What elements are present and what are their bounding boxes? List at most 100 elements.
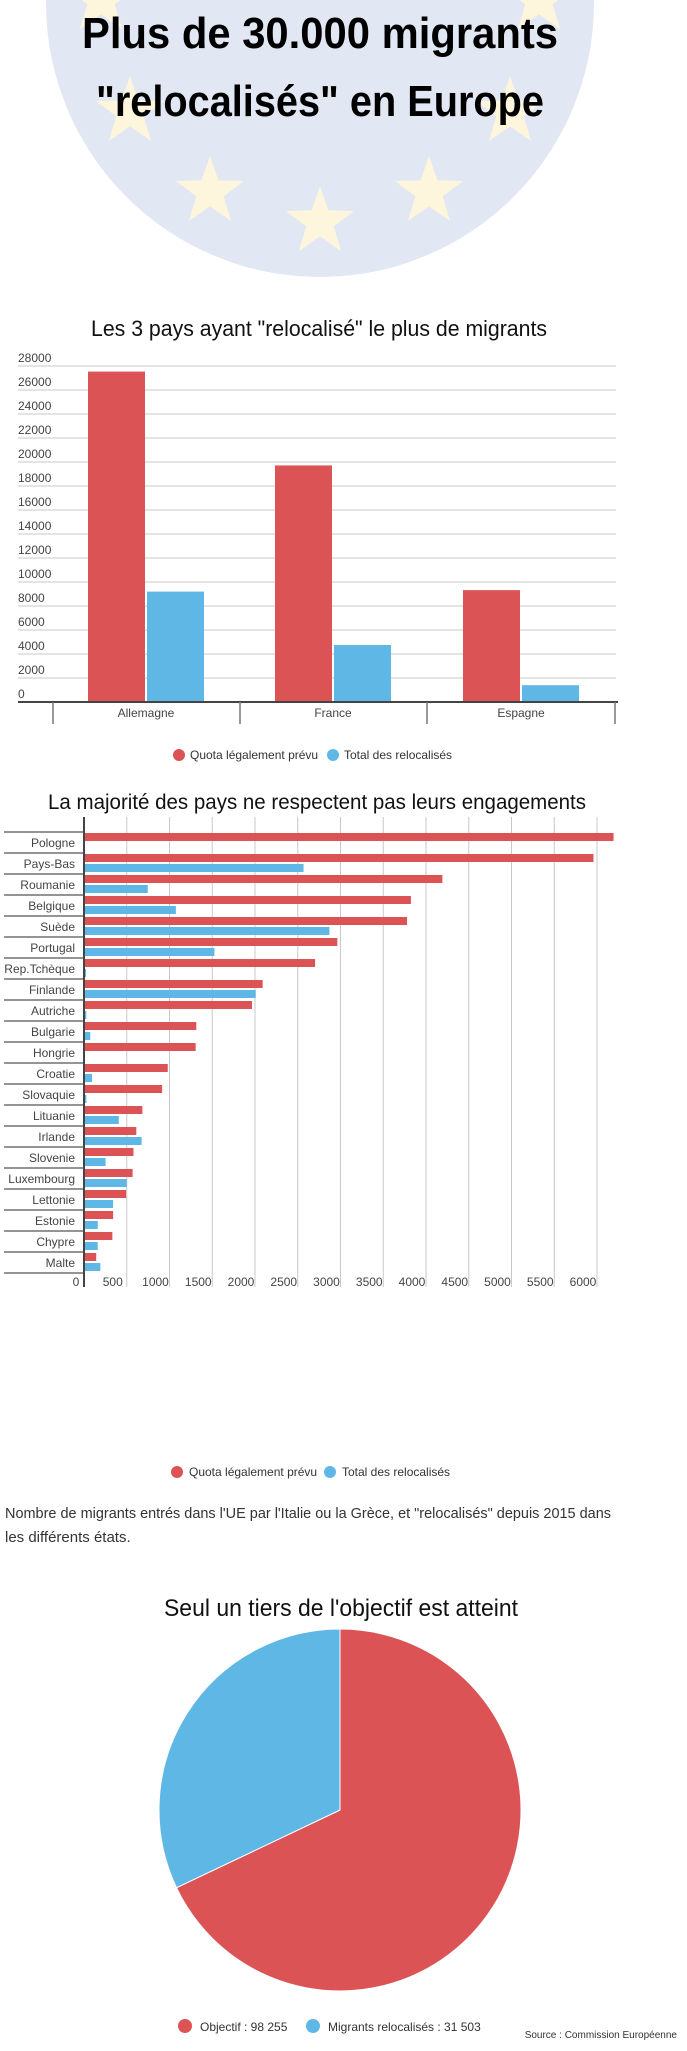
y-tick-label: Slovenie xyxy=(29,1151,75,1165)
y-tick-label: 28000 xyxy=(18,351,52,365)
y-tick-label: Roumanie xyxy=(20,878,75,892)
bar-quota xyxy=(463,590,520,702)
x-tick-label: 1500 xyxy=(185,1275,212,1289)
x-tick-label: 2000 xyxy=(228,1275,255,1289)
chart-title: Les 3 pays ayant "relocalisé" le plus de… xyxy=(91,316,547,341)
pie-slice-relocated xyxy=(158,1628,341,1889)
y-tick-label: Croatie xyxy=(36,1067,75,1081)
header: Plus de 30.000 migrants "relocalisés" en… xyxy=(46,0,594,277)
x-tick-label: Espagne xyxy=(497,706,545,720)
bar-relocated xyxy=(85,1221,98,1229)
y-tick-label: 12000 xyxy=(18,543,52,557)
y-tick-label: Pologne xyxy=(31,836,75,850)
bar-relocated xyxy=(85,927,330,935)
bar-quota xyxy=(85,1232,113,1240)
x-tick-label: 4500 xyxy=(441,1275,468,1289)
y-tick-label: 22000 xyxy=(18,423,52,437)
x-tick-label: 3500 xyxy=(356,1275,383,1289)
bar-quota xyxy=(85,1022,197,1030)
y-tick-label: Malte xyxy=(46,1256,76,1270)
bar-quota xyxy=(88,371,145,702)
bar-relocated xyxy=(85,1116,119,1124)
legend-dot-relocated xyxy=(306,2019,320,2033)
y-tick-label: Lettonie xyxy=(32,1193,75,1207)
bar-quota xyxy=(85,917,407,925)
star-icon xyxy=(79,0,123,30)
bar-quota xyxy=(85,1043,196,1051)
chart-title: La majorité des pays ne respectent pas l… xyxy=(48,791,586,814)
bar-relocated xyxy=(85,969,87,977)
bar-relocated xyxy=(85,1158,106,1166)
y-tick-label: Rep.Tchèque xyxy=(4,962,75,976)
y-tick-label: 26000 xyxy=(18,375,52,389)
page-title-line2: "relocalisés" en Europe xyxy=(96,77,544,126)
x-tick-label: 4000 xyxy=(399,1275,426,1289)
bar-relocated xyxy=(147,591,204,702)
star-icon xyxy=(95,76,165,142)
star-icon xyxy=(517,0,561,30)
legend-dot-quota xyxy=(173,749,185,761)
chart-countries: La majorité des pays ne respectent pas l… xyxy=(4,791,614,1479)
y-tick-label: 10000 xyxy=(18,567,52,581)
legend: Objectif : 98 255 Migrants relocalisés :… xyxy=(178,2019,481,2034)
bar-quota xyxy=(85,1169,133,1177)
y-tick-label: Lituanie xyxy=(33,1109,75,1123)
bar-relocated xyxy=(85,1200,114,1208)
pie-slice-objectif xyxy=(175,1628,522,1992)
x-tick-label: Allemagne xyxy=(118,706,175,720)
legend-label-relocated: Total des relocalisés xyxy=(342,1465,450,1479)
source-note: Source : Commission Européenne xyxy=(525,2030,678,2041)
y-tick-label: Portugal xyxy=(30,941,75,955)
y-tick-label: Slovaquie xyxy=(22,1088,75,1102)
bar-relocated xyxy=(522,685,579,702)
star-icon xyxy=(475,76,545,142)
x-tick-label: 500 xyxy=(103,1275,123,1289)
stars xyxy=(79,0,561,252)
bar-quota xyxy=(85,980,263,988)
y-tick-label: Bulgarie xyxy=(31,1025,75,1039)
y-tick-label: Chypre xyxy=(36,1235,75,1249)
y-tick-label: Luxembourg xyxy=(8,1172,75,1186)
x-tick-label: 0 xyxy=(73,1275,80,1289)
bar-relocated xyxy=(85,1074,93,1082)
bar-quota xyxy=(85,854,594,862)
bar-quota xyxy=(85,1064,168,1072)
bar-quota xyxy=(85,833,614,841)
y-tick-label: Belgique xyxy=(28,899,75,913)
y-tick-label: 8000 xyxy=(18,591,45,605)
legend-label-relocated: Total des relocalisés xyxy=(344,748,452,762)
bar-quota xyxy=(85,1211,114,1219)
y-tick-label: 4000 xyxy=(18,639,45,653)
bar-quota xyxy=(85,959,316,967)
legend: Quota légalement prévu Total des relocal… xyxy=(171,1465,450,1479)
legend-label-objectif: Objectif : 98 255 xyxy=(200,2020,288,2034)
x-tick-label: 2500 xyxy=(270,1275,297,1289)
star-icon xyxy=(175,156,245,222)
bar-quota xyxy=(85,1148,134,1156)
eu-flag-circle xyxy=(46,0,594,277)
chart-pie: Seul un tiers de l'objectif est atteint … xyxy=(158,1595,522,2034)
y-tick-label: 14000 xyxy=(18,519,52,533)
bar-relocated xyxy=(85,1242,98,1250)
y-tick-label: 2000 xyxy=(18,663,45,677)
bar-relocated xyxy=(334,645,391,702)
x-tick-label: 1000 xyxy=(142,1275,169,1289)
chart-title: Seul un tiers de l'objectif est atteint xyxy=(164,1595,518,1622)
legend-label-quota: Quota légalement prévu xyxy=(189,1465,317,1479)
bar-relocated xyxy=(85,1011,87,1019)
star-icon xyxy=(394,156,464,222)
bar-quota xyxy=(85,1253,97,1261)
x-tick-label: France xyxy=(314,706,352,720)
caption-line2: les différents états. xyxy=(5,1529,131,1546)
bar-relocated xyxy=(85,1179,127,1187)
y-tick-label: 0 xyxy=(18,687,25,701)
legend-label-relocated: Migrants relocalisés : 31 503 xyxy=(328,2020,481,2034)
legend-dot-relocated xyxy=(324,1466,336,1478)
bar-relocated xyxy=(85,1032,91,1040)
y-tick-label: Hongrie xyxy=(33,1046,75,1060)
bar-relocated xyxy=(85,948,215,956)
bar-quota xyxy=(85,875,443,883)
bar-relocated xyxy=(85,1137,142,1145)
caption-line1: Nombre de migrants entrés dans l'UE par … xyxy=(5,1505,611,1522)
legend-label-quota: Quota légalement prévu xyxy=(190,748,318,762)
